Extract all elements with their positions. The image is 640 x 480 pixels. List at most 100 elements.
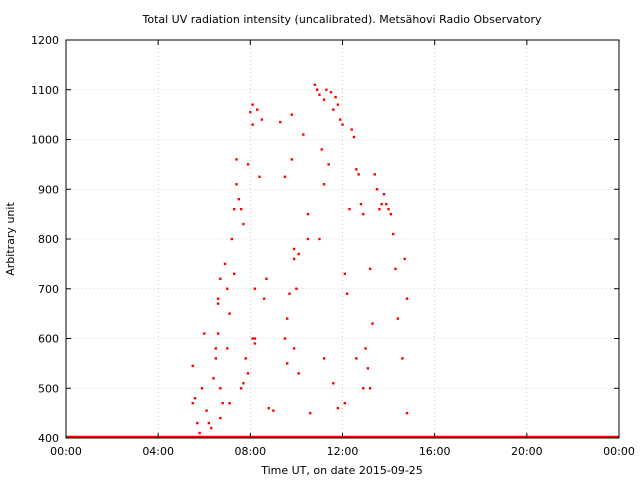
x-tick-label: 00:00 (603, 445, 635, 458)
data-point (403, 257, 406, 261)
data-point (216, 332, 220, 335)
grid-lines (66, 40, 619, 438)
data-point (221, 401, 224, 405)
data-point (288, 292, 291, 295)
data-point (327, 163, 330, 166)
data-point (345, 292, 349, 295)
data-point (230, 237, 234, 241)
data-point (368, 387, 372, 390)
data-point (292, 247, 296, 251)
data-point (212, 377, 215, 380)
data-point (242, 222, 245, 226)
x-tick-label: 20:00 (511, 445, 543, 458)
data-point (348, 207, 351, 211)
data-point (297, 372, 300, 375)
data-point (322, 357, 326, 360)
x-axis-label: Time UT, on date 2015-09-25 (260, 464, 423, 477)
data-point (253, 337, 257, 340)
data-point (219, 387, 222, 390)
y-tick-label: 500 (38, 382, 59, 395)
data-point (207, 421, 211, 425)
data-point (405, 411, 409, 415)
data-point (290, 158, 294, 161)
data-point (343, 401, 347, 405)
data-point (209, 426, 213, 430)
data-point (394, 267, 397, 271)
data-point (322, 183, 326, 186)
data-point (401, 357, 404, 360)
data-point (235, 158, 238, 161)
data-point (286, 362, 289, 365)
data-point (355, 357, 358, 360)
y-axis-label: Arbitrary unit (4, 202, 17, 276)
data-point (253, 287, 257, 290)
data-point (226, 287, 229, 290)
data-point (256, 108, 259, 111)
data-point (262, 297, 266, 300)
y-tick-label: 900 (38, 183, 59, 196)
data-point (258, 175, 261, 179)
data-point (378, 207, 381, 211)
data-point (306, 212, 310, 216)
data-point (387, 207, 390, 211)
tick-labels: 00:00 04:00 08:00 12:00 16:00 20:00 00:0040050… (31, 34, 635, 458)
data-point (251, 103, 254, 106)
data-point (355, 168, 358, 171)
y-tick-label: 600 (38, 333, 59, 346)
y-tick-label: 400 (38, 432, 59, 445)
data-point (200, 387, 204, 390)
x-tick-label: 08:00 (234, 445, 266, 458)
data-point (332, 108, 335, 111)
data-point (193, 397, 197, 400)
y-tick-label: 1000 (31, 134, 59, 147)
data-point (366, 367, 370, 370)
data-point (216, 302, 220, 305)
data-point (396, 317, 399, 320)
data-point (373, 173, 376, 176)
data-point (297, 252, 300, 256)
y-tick-label: 1200 (31, 34, 59, 47)
data-point (368, 267, 372, 271)
data-point (249, 110, 252, 114)
x-tick-label: 04:00 (142, 445, 174, 458)
data-point (295, 287, 298, 290)
data-point (306, 237, 310, 241)
data-point (283, 337, 287, 340)
data-point (391, 232, 395, 236)
data-point (283, 175, 287, 179)
data-point (235, 183, 238, 186)
data-point (385, 202, 388, 206)
data-point (362, 212, 365, 216)
data-point (309, 411, 312, 415)
data-point (226, 347, 229, 350)
data-point (237, 198, 241, 201)
data-point (389, 212, 393, 216)
data-point (279, 120, 282, 124)
data-point (325, 88, 328, 91)
data-point (253, 342, 257, 345)
data-point (191, 401, 194, 405)
data-point (292, 347, 296, 350)
data-point (286, 317, 289, 320)
data-point (382, 193, 386, 196)
x-tick-label: 16:00 (419, 445, 451, 458)
data-point (405, 297, 409, 300)
data-point (239, 207, 243, 211)
data-point (362, 387, 365, 390)
data-point (228, 401, 231, 405)
data-point (272, 409, 275, 412)
data-point (343, 272, 347, 276)
chart-title: Total UV radiation intensity (uncalibrat… (142, 13, 542, 26)
data-point (203, 332, 206, 335)
data-point (246, 372, 250, 375)
data-point (233, 207, 236, 211)
data-point (198, 431, 201, 435)
data-point (332, 382, 335, 385)
data-point (334, 96, 337, 99)
y-tick-label: 800 (38, 233, 59, 246)
data-point (242, 382, 245, 385)
data-point (318, 237, 321, 241)
data-point (244, 357, 247, 360)
data-point (380, 202, 383, 206)
